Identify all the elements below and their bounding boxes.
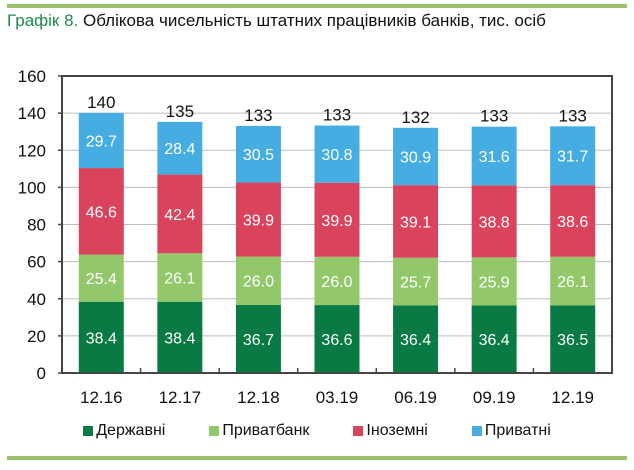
plot-frame: [61, 75, 613, 374]
data-label: 26.0: [243, 274, 274, 291]
bar-segment: [471, 305, 517, 373]
x-tick-label: 12.18: [237, 388, 280, 407]
top-rule: [7, 4, 627, 8]
legend-label: Приватні: [484, 422, 551, 439]
bar-segment: [157, 253, 203, 302]
bar-segment: [314, 256, 360, 306]
bar-segment: [550, 305, 596, 373]
legend-label: Державні: [96, 422, 166, 439]
chart-title: Графік 8. Облікова чисельність штатних п…: [7, 9, 567, 33]
bar-segment: [235, 182, 281, 257]
bar-segment: [471, 185, 517, 258]
x-tick-label: 06.19: [394, 388, 437, 407]
total-label: 133: [323, 106, 351, 125]
bar-segment: [471, 257, 517, 306]
bar-segment: [78, 168, 124, 255]
title-text: Облікова чисельність штатних працівників…: [78, 11, 546, 30]
legend-label: Приватбанк: [222, 422, 310, 439]
bar-segment: [314, 305, 360, 373]
data-label: 30.9: [400, 149, 431, 166]
y-tick-label: 120: [18, 141, 46, 160]
legend-label: Іноземні: [366, 422, 428, 439]
total-label: 133: [480, 107, 508, 126]
y-tick-label: 160: [18, 67, 46, 86]
bar-segment: [393, 127, 439, 186]
data-label: 28.4: [164, 141, 195, 158]
data-label: 36.4: [400, 332, 431, 349]
y-tick-label: 20: [27, 327, 46, 346]
y-tick-label: 80: [27, 216, 46, 235]
bar-segment: [314, 182, 360, 257]
data-label: 30.5: [243, 147, 274, 164]
legend-item: Приватбанк: [209, 422, 309, 440]
y-tick-label: 140: [18, 104, 46, 123]
legend-swatch: [353, 426, 364, 436]
total-label: 133: [559, 106, 587, 125]
bar-segment: [78, 301, 124, 373]
x-tick-label: 12.19: [551, 388, 594, 407]
bar-segment: [157, 301, 203, 373]
bar-segment: [550, 256, 596, 306]
legend-swatch: [83, 426, 94, 436]
data-label: 38.6: [557, 214, 588, 231]
data-label: 25.7: [400, 275, 431, 292]
bar-segment: [235, 256, 281, 305]
bar-segment: [471, 126, 517, 186]
legend-item: Приватні: [471, 422, 551, 440]
bar-segment: [314, 125, 360, 183]
data-label: 39.1: [400, 214, 431, 231]
total-label: 132: [401, 108, 429, 127]
y-tick-label: 0: [37, 364, 46, 383]
data-label: 26.0: [321, 274, 352, 291]
bar-segment: [235, 125, 281, 183]
data-label: 25.4: [86, 271, 117, 288]
y-tick-label: 40: [27, 290, 46, 309]
bar-segment: [78, 254, 124, 302]
data-label: 31.6: [479, 149, 510, 166]
data-label: 46.6: [86, 204, 117, 221]
data-label: 39.9: [321, 213, 352, 230]
total-label: 135: [166, 102, 194, 121]
bar-segment: [550, 126, 596, 186]
data-label: 38.4: [164, 330, 195, 347]
data-label: 36.6: [321, 332, 352, 349]
bar-segment: [550, 185, 596, 257]
title-lead: Графік 8.: [7, 11, 79, 30]
data-label: 29.7: [86, 134, 117, 151]
x-tick-label: 12.17: [159, 388, 202, 407]
data-label: 38.8: [479, 214, 510, 231]
data-label: 30.8: [321, 147, 352, 164]
bar-segment: [393, 257, 439, 306]
data-label: 26.1: [164, 270, 195, 287]
x-tick-label: 12.16: [80, 388, 123, 407]
data-label: 36.5: [557, 332, 588, 349]
total-label: 133: [244, 106, 272, 125]
y-tick-label: 60: [27, 253, 46, 272]
bar-segment: [393, 305, 439, 373]
bar-segment: [393, 185, 439, 258]
data-label: 26.1: [557, 274, 588, 291]
data-label: 25.9: [479, 274, 510, 291]
data-label: 38.4: [86, 330, 117, 347]
legend-swatch: [209, 426, 220, 436]
data-label: 36.7: [243, 332, 274, 349]
data-label: 39.9: [243, 213, 274, 230]
legend-item: Іноземні: [353, 422, 428, 440]
x-tick-label: 09.19: [473, 388, 516, 407]
legend-item: Державні: [83, 422, 165, 440]
data-label: 42.4: [164, 207, 195, 224]
legend: Державні Приватбанк Іноземні Приватні: [0, 422, 634, 440]
bottom-rule: [7, 456, 627, 460]
legend-swatch: [471, 426, 482, 436]
bar-segment: [157, 121, 203, 175]
data-label: 36.4: [479, 332, 510, 349]
bar-segment: [157, 174, 203, 254]
bar-segment: [235, 304, 281, 373]
y-tick-label: 100: [18, 178, 46, 197]
total-label: 140: [87, 93, 115, 112]
data-label: 31.7: [557, 149, 588, 166]
x-tick-label: 03.19: [316, 388, 359, 407]
bar-segment: [78, 112, 124, 169]
